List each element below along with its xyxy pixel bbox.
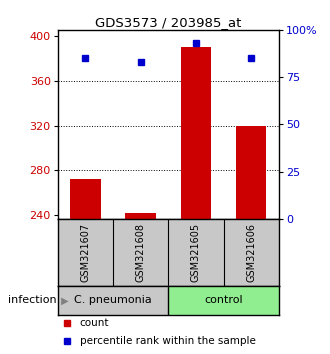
- Text: GSM321607: GSM321607: [81, 223, 90, 282]
- Text: infection: infection: [8, 296, 57, 306]
- Bar: [125, 213, 156, 219]
- Bar: [168, 286, 279, 315]
- Bar: [236, 126, 266, 219]
- Bar: [58, 286, 168, 315]
- Bar: [181, 47, 211, 219]
- Text: percentile rank within the sample: percentile rank within the sample: [80, 336, 256, 346]
- Text: ▶: ▶: [58, 296, 68, 306]
- Text: count: count: [80, 318, 109, 327]
- Title: GDS3573 / 203985_at: GDS3573 / 203985_at: [95, 16, 242, 29]
- Text: GSM321605: GSM321605: [191, 223, 201, 282]
- Bar: [70, 179, 101, 219]
- Text: GSM321606: GSM321606: [246, 223, 256, 282]
- Text: GSM321608: GSM321608: [136, 223, 146, 282]
- Text: C. pneumonia: C. pneumonia: [74, 296, 152, 306]
- Text: control: control: [204, 296, 243, 306]
